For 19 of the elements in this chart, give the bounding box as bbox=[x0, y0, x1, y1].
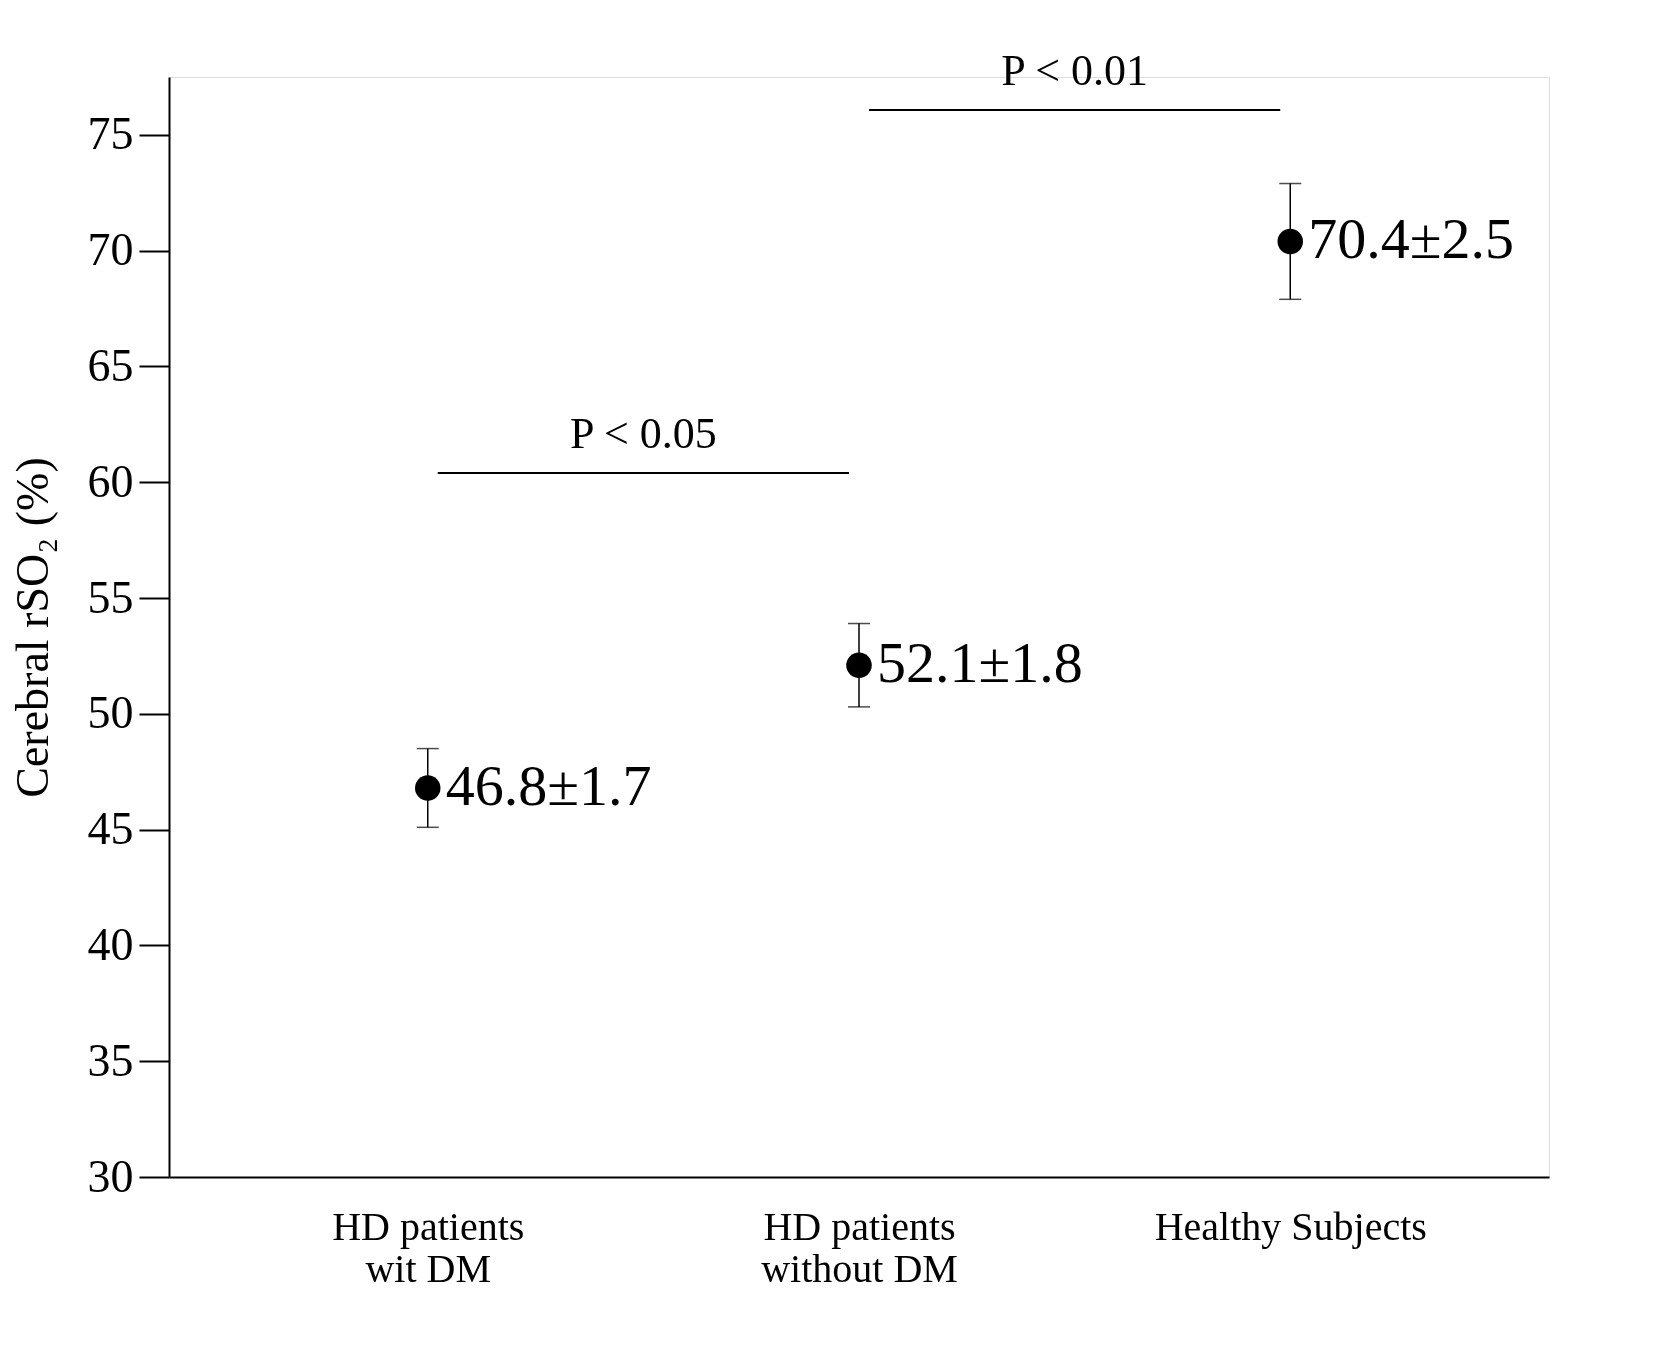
y-tick-label: 50 bbox=[87, 687, 134, 739]
y-tick-label: 45 bbox=[87, 803, 134, 855]
y-tick-label: 75 bbox=[87, 108, 134, 160]
y-tick-label: 55 bbox=[87, 571, 134, 623]
data-label: 52.1±1.8 bbox=[877, 630, 1083, 696]
data-label: 70.4±2.5 bbox=[1308, 206, 1515, 272]
y-tick-label: 65 bbox=[87, 339, 134, 391]
x-tick-label: HD patients without DM bbox=[761, 1203, 958, 1291]
y-tick-label: 40 bbox=[87, 918, 134, 970]
y-tick-label: 35 bbox=[87, 1034, 134, 1086]
x-tick-label: HD patients wit DM bbox=[332, 1203, 525, 1291]
y-tick-label: 30 bbox=[87, 1150, 134, 1202]
x-tick-label: Healthy Subjects bbox=[1154, 1203, 1427, 1249]
annotation: P < 0.05 bbox=[570, 409, 717, 458]
y-tick-label: 70 bbox=[87, 224, 134, 276]
annotation: P < 0.01 bbox=[1001, 46, 1148, 95]
y-axis-title: Cerebral rSO₂ (%) bbox=[6, 457, 58, 798]
data-label: 46.8±1.7 bbox=[445, 752, 652, 818]
y-tick-label: 60 bbox=[87, 455, 134, 507]
